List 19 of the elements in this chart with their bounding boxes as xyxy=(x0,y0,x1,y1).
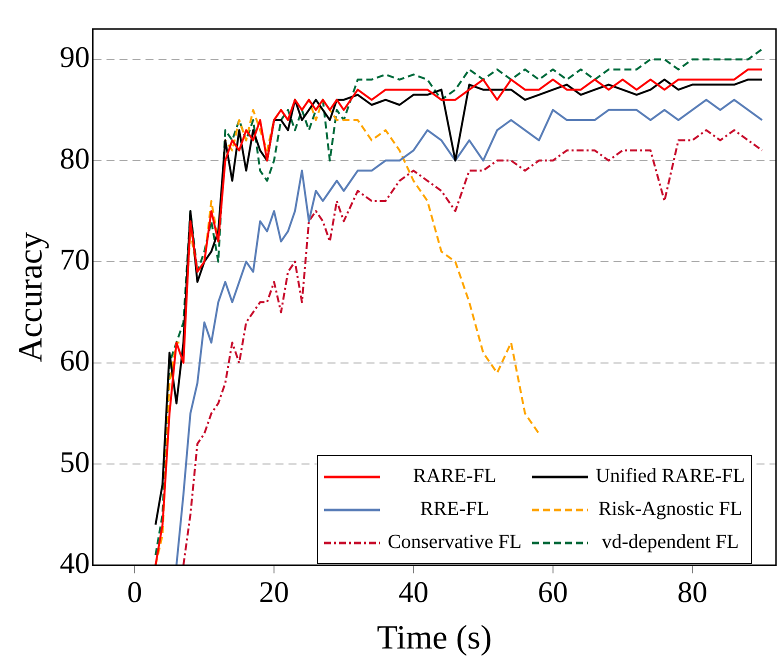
y-tick-label: 40 xyxy=(60,547,90,580)
x-tick-label: 0 xyxy=(127,576,142,610)
legend-label: RARE-FL xyxy=(412,465,498,488)
legend-label: vd-dependent FL xyxy=(600,531,740,554)
x-tick-label: 60 xyxy=(538,576,568,610)
legend-label: RRE-FL xyxy=(419,498,490,522)
legend-label: Conservative FL xyxy=(388,531,522,554)
y-tick-label: 50 xyxy=(60,446,90,479)
y-tick-label: 90 xyxy=(60,41,90,74)
x-tick-label: 40 xyxy=(398,576,428,610)
legend-label: Unified RARE-FL xyxy=(596,465,745,488)
y-tick-label: 70 xyxy=(60,244,90,277)
x-axis-title: Time (s) xyxy=(376,620,492,657)
y-tick-label: 60 xyxy=(60,344,90,378)
x-tick-label: 80 xyxy=(677,576,708,610)
legend-label: Risk-Agnostic FL xyxy=(597,498,744,522)
y-tick-label: 80 xyxy=(60,142,90,176)
y-axis-title: Accuracy xyxy=(12,232,50,362)
x-tick-label: 20 xyxy=(259,576,290,610)
